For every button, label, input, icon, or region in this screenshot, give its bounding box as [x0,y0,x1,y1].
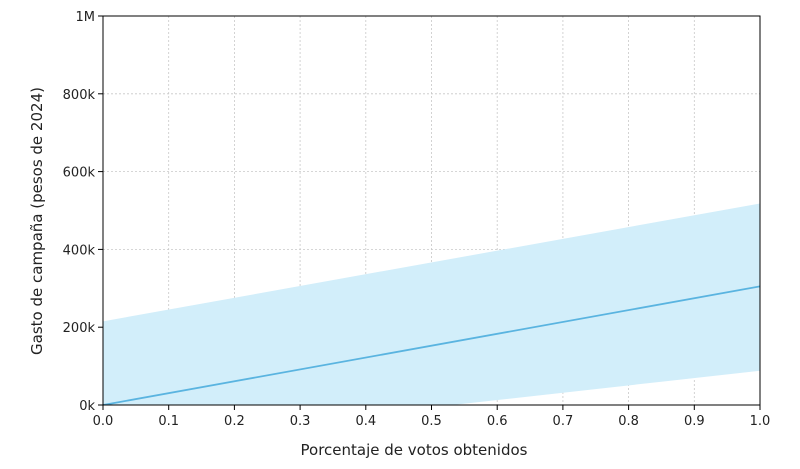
y-axis-label: Gasto de campaña (pesos de 2024) [28,87,46,355]
x-tick-label: 0.5 [421,414,442,429]
x-axis-label: Porcentaje de votos obtenidos [301,441,528,459]
y-tick-label: 0k [79,399,95,414]
y-axis-ticks: 0k 200k 400k 600k 800k 1M [63,10,103,414]
y-tick-label: 600k [63,166,96,181]
x-tick-label: 0.4 [355,414,376,429]
x-tick-label: 0.3 [290,414,311,429]
x-axis-ticks: 0.0 0.1 0.2 0.3 0.4 0.5 0.6 0.7 0.8 0.9 1.0 [93,405,771,429]
y-tick-label: 200k [63,321,96,336]
series-line-layer [103,285,760,405]
confidence-band-layer [103,203,760,405]
x-tick-label: 0.8 [618,414,639,429]
y-tick-label: 1M [76,10,96,25]
x-tick-label: 0.0 [93,414,114,429]
series-line [103,285,760,405]
x-tick-label: 0.9 [684,414,705,429]
x-tick-label: 1.0 [750,414,771,429]
y-tick-label: 800k [63,88,96,103]
x-tick-label: 0.1 [158,414,179,429]
y-tick-label: 400k [63,243,96,258]
x-tick-label: 0.6 [487,414,508,429]
confidence-band [103,203,760,405]
x-tick-label: 0.7 [553,414,574,429]
x-tick-label: 0.2 [224,414,245,429]
